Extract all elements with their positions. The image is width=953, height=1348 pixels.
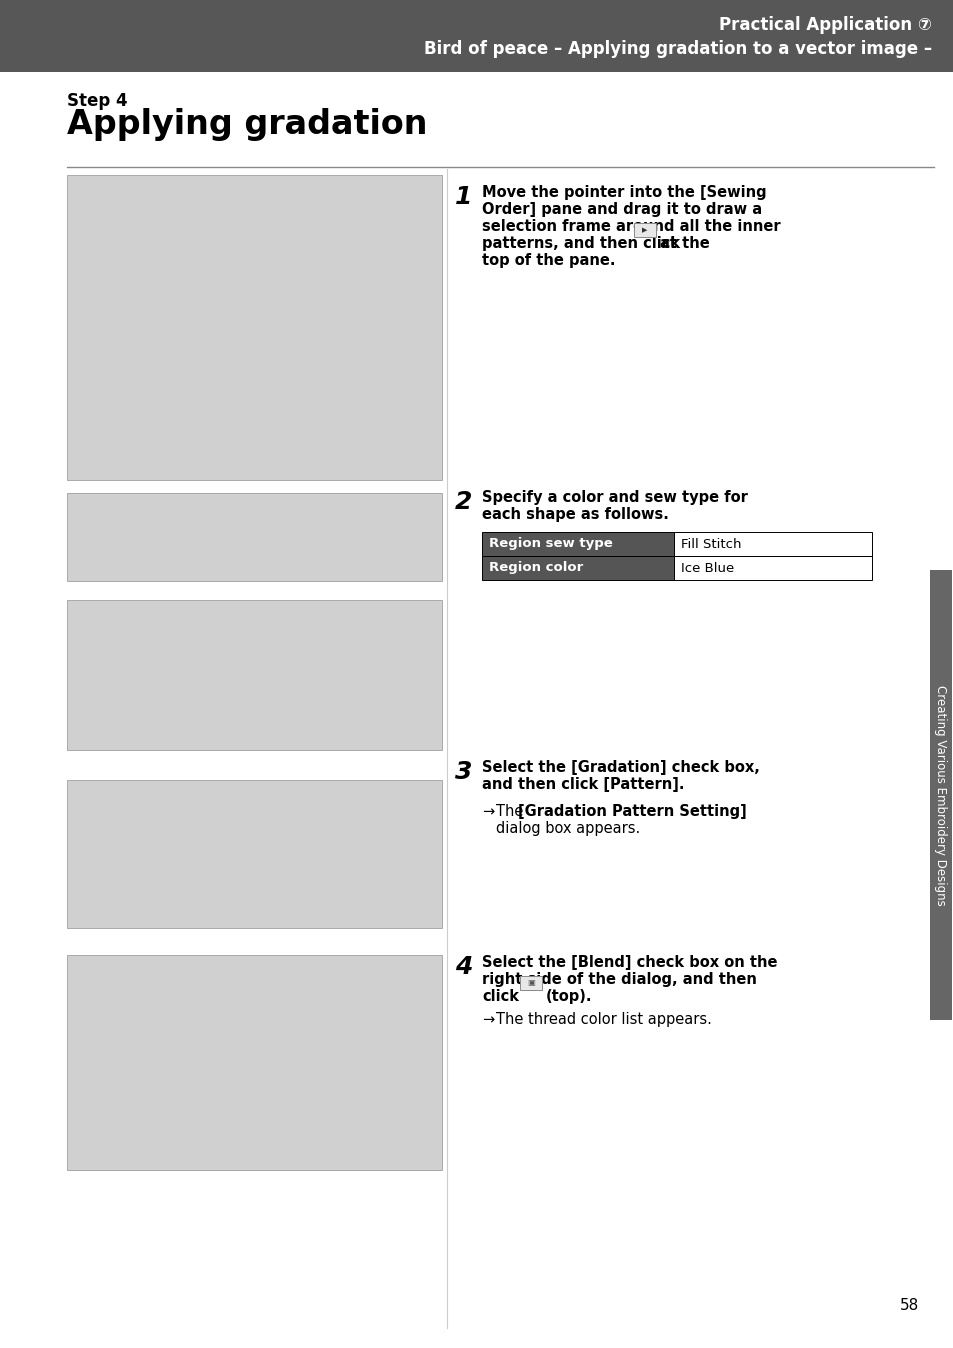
Bar [67, 175, 441, 480]
Text: right side of the dialog, and then: right side of the dialog, and then [481, 972, 756, 987]
Text: 4: 4 [455, 954, 472, 979]
Bar [519, 976, 541, 989]
Text: 2: 2 [455, 491, 472, 514]
Text: 3: 3 [455, 760, 472, 785]
Text: Applying gradation: Applying gradation [67, 108, 427, 142]
Text: [Gradation Pattern Setting]: [Gradation Pattern Setting] [517, 803, 746, 820]
Bar [67, 493, 441, 581]
Text: Fill Stitch: Fill Stitch [680, 538, 740, 550]
Text: Bird of peace – Applying gradation to a vector image –: Bird of peace – Applying gradation to a … [423, 40, 931, 58]
Text: Specify a color and sew type for: Specify a color and sew type for [481, 491, 747, 506]
Bar [67, 600, 441, 749]
Text: (top).: (top). [545, 989, 592, 1004]
Text: Creating Various Embroidery Designs: Creating Various Embroidery Designs [934, 685, 946, 906]
Bar [634, 222, 656, 237]
Text: ▣: ▣ [526, 979, 535, 988]
Bar [0, 0, 953, 71]
Text: Select the [Gradation] check box,: Select the [Gradation] check box, [481, 760, 760, 775]
Text: The thread color list appears.: The thread color list appears. [496, 1012, 711, 1027]
Text: Order] pane and drag it to draw a: Order] pane and drag it to draw a [481, 202, 761, 217]
Text: selection frame around all the inner: selection frame around all the inner [481, 218, 780, 235]
Text: 58: 58 [899, 1298, 918, 1313]
Text: →: → [481, 803, 494, 820]
Text: each shape as follows.: each shape as follows. [481, 507, 668, 522]
Bar [67, 780, 441, 927]
Bar [481, 532, 673, 555]
Text: click: click [481, 989, 518, 1004]
Text: Ice Blue: Ice Blue [680, 562, 734, 574]
Text: The: The [496, 803, 527, 820]
Text: top of the pane.: top of the pane. [481, 253, 615, 268]
Text: Step 4: Step 4 [67, 92, 128, 111]
Bar [929, 570, 951, 1020]
Text: Region sew type: Region sew type [489, 538, 612, 550]
Text: dialog box appears.: dialog box appears. [496, 821, 639, 836]
Text: Select the [Blend] check box on the: Select the [Blend] check box on the [481, 954, 777, 971]
Text: at the: at the [659, 236, 709, 251]
Bar [481, 555, 673, 580]
Text: and then click [Pattern].: and then click [Pattern]. [481, 776, 684, 793]
Text: patterns, and then click: patterns, and then click [481, 236, 679, 251]
Bar [67, 954, 441, 1170]
Bar [673, 555, 871, 580]
Text: 1: 1 [455, 185, 472, 209]
Bar [673, 532, 871, 555]
Text: Move the pointer into the [Sewing: Move the pointer into the [Sewing [481, 185, 766, 200]
Text: ▶: ▶ [641, 226, 647, 233]
Text: Region color: Region color [489, 562, 582, 574]
Text: →: → [481, 1012, 494, 1027]
Text: Practical Application ⑦: Practical Application ⑦ [719, 16, 931, 34]
